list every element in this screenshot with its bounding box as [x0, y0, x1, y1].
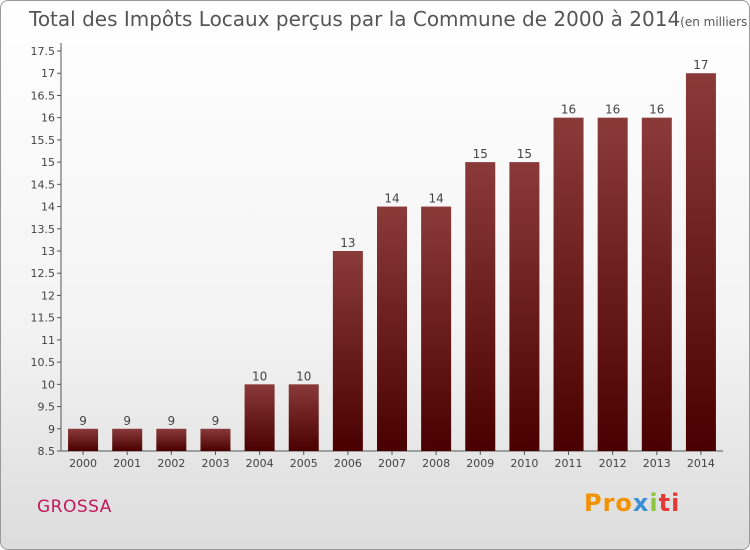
bar: [332, 251, 363, 451]
y-tick-label: 15.5: [31, 134, 56, 147]
bar: [421, 206, 452, 451]
bar-value-label: 16: [649, 103, 664, 117]
bar: [112, 428, 143, 451]
chart-title: Total des Impôts Locaux perçus par la Co…: [29, 7, 749, 31]
y-tick-label: 9: [48, 423, 55, 436]
bar-value-label: 9: [168, 414, 176, 428]
axes: 8.5 9 9.5 10 10.5 11 11.5 12 12.5 13 13.5 14 14.5 15 1…: [31, 43, 723, 458]
bar-value-label: 14: [384, 192, 399, 206]
y-tick-label: 13.5: [31, 223, 56, 236]
y-tick-label: 11: [41, 334, 55, 347]
y-tick-label: 16.5: [31, 89, 56, 102]
y-tick-label: 11.5: [31, 312, 56, 325]
y-tick-label: 14.5: [31, 178, 56, 191]
commune-name: GROSSA: [37, 497, 112, 517]
bar: [244, 384, 275, 451]
bar-value-label: 15: [517, 147, 532, 161]
logo-part-1: Pro: [584, 489, 633, 517]
bar: [597, 117, 628, 452]
y-tick-label: 9.5: [38, 401, 56, 414]
x-tick-label: 2005: [290, 457, 318, 470]
bar: [509, 162, 540, 451]
x-tick-label: 2011: [555, 457, 583, 470]
x-tick-label: 2009: [466, 457, 494, 470]
y-tick-label: 10: [41, 378, 55, 391]
x-tick-label: 2004: [246, 457, 274, 470]
y-tick-label: 12: [41, 289, 55, 302]
bar: [553, 117, 584, 452]
y-tick-label: 17: [41, 67, 55, 80]
bar-value-label: 13: [340, 236, 355, 250]
x-tick-label: 2013: [643, 457, 671, 470]
bar-value-label: 10: [252, 369, 267, 383]
bar: [68, 428, 99, 451]
bar-value-label: 9: [79, 414, 87, 428]
bars: [68, 73, 716, 452]
bar: [377, 206, 407, 451]
logo-part-4: ti: [658, 489, 681, 517]
bar-value-label: 9: [123, 414, 131, 428]
logo-part-2: x: [632, 489, 650, 517]
bar-value-label: 16: [605, 103, 620, 117]
x-tick-label: 2008: [422, 457, 450, 470]
x-tick-label: 2001: [113, 457, 141, 470]
bar-value-label: 10: [296, 369, 311, 383]
bar: [465, 162, 496, 451]
bar: [288, 384, 319, 451]
title-unit: (en milliers d'€): [680, 15, 749, 29]
proxiti-logo[interactable]: Proxiti: [584, 489, 680, 517]
bar-value-label: 15: [473, 147, 488, 161]
y-tick-label: 15: [41, 156, 55, 169]
title-main: Total des Impôts Locaux perçus par la Co…: [29, 7, 681, 31]
x-tick-label: 2014: [687, 457, 715, 470]
bar-value-label: 16: [561, 103, 576, 117]
x-tick-label: 2000: [69, 457, 97, 470]
bar: [200, 428, 231, 451]
x-tick-label: 2012: [599, 457, 627, 470]
y-tick-label: 14: [41, 201, 55, 214]
x-tick-label: 2002: [157, 457, 185, 470]
bar-value-label: 9: [212, 414, 220, 428]
labels: 9 2000 9 2001 9 2002 9 2003 10 2004 10 2005 13 2006 14…: [69, 58, 715, 470]
x-tick-label: 2006: [334, 457, 362, 470]
x-tick-label: 2010: [510, 457, 538, 470]
x-tick-label: 2007: [378, 457, 406, 470]
x-tick-label: 2003: [201, 457, 229, 470]
y-tick-label: 12.5: [31, 267, 56, 280]
logo-part-3: i: [649, 489, 659, 517]
y-tick-label: 13: [41, 245, 55, 258]
bar: [641, 117, 672, 452]
bar-value-label: 14: [428, 192, 443, 206]
bar: [156, 428, 187, 451]
bar-value-label: 17: [693, 58, 708, 72]
y-tick-label: 16: [41, 112, 55, 125]
y-tick-label: 10.5: [31, 356, 56, 369]
y-tick-label: 8.5: [38, 445, 56, 458]
bar: [685, 73, 716, 451]
y-tick-label: 17.5: [31, 45, 56, 58]
